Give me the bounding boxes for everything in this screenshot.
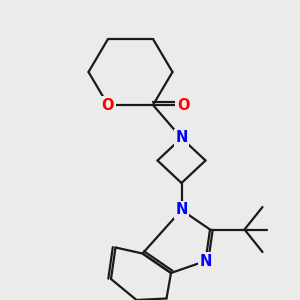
Text: N: N [199,254,212,268]
Text: O: O [102,98,114,112]
Text: N: N [175,202,188,217]
Text: O: O [177,98,189,112]
Text: N: N [175,130,188,146]
